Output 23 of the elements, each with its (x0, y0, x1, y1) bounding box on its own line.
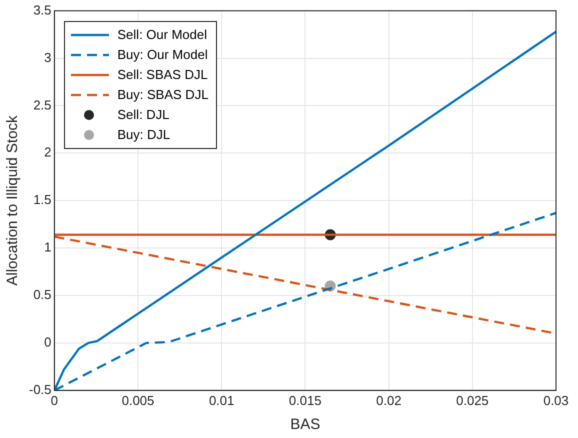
x-tick-label: 0.01 (208, 392, 234, 408)
y-tick-label: 1 (44, 240, 52, 255)
y-tick-label: 3.5 (33, 2, 52, 18)
y-tick-label: -0.5 (28, 382, 52, 397)
y-tick-label: 1.5 (33, 192, 52, 208)
x-tick-label: 0.02 (376, 392, 402, 408)
y-tick-label: 3 (44, 50, 52, 65)
y-tick-label: 2.5 (33, 97, 52, 112)
x-tick-label: 0.025 (456, 392, 489, 408)
legend-label: Buy: Our Model (117, 46, 208, 64)
legend-label: Sell: Our Model (117, 26, 207, 44)
y-tick-label: 0 (44, 334, 52, 350)
y-axis-title: Allocation to Illiquid Stock (4, 115, 22, 286)
x-tick-label: 0.005 (122, 392, 154, 408)
legend-label: Sell: DJL (117, 106, 170, 124)
legend-label: Buy: SBAS DJL (117, 86, 208, 104)
x-tick-label: 0.015 (288, 392, 322, 408)
legend-label: Buy: DJL (117, 126, 170, 144)
legend-label: Sell: SBAS DJL (117, 66, 208, 84)
x-tick-label: 0.03 (543, 392, 569, 408)
y-tick-label: 0.5 (33, 287, 52, 302)
x-axis-title: BAS (290, 416, 320, 434)
y-tick-label: 2 (44, 144, 52, 160)
